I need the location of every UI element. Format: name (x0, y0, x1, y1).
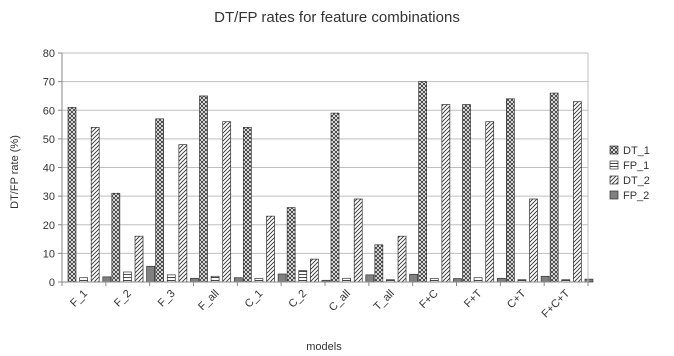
bar-dt-2 (353, 198, 363, 283)
legend-swatch-dt-1 (609, 145, 619, 155)
x-tick-label: C_2 (286, 288, 309, 311)
y-tick-label: 80 (43, 48, 55, 60)
y-axis-label: DT/FP rate (%) (9, 135, 21, 209)
bar-dt-2 (573, 101, 582, 283)
bar-dt-1 (549, 92, 559, 283)
bar-fp-2 (365, 274, 375, 283)
bar-dt-1 (67, 107, 77, 283)
legend-swatch-fp-1 (609, 160, 619, 170)
bar-dt-1 (199, 95, 208, 283)
bar-fp-1 (254, 278, 264, 283)
bar-dt-2 (178, 144, 188, 283)
y-tick-label: 40 (43, 163, 55, 175)
bar-dt-1 (286, 207, 296, 283)
bar-dt-2 (222, 121, 232, 283)
bar-dt-1 (242, 127, 252, 283)
bar-fp-2 (102, 276, 112, 283)
bar-fp-2 (277, 273, 287, 283)
bar-fp-2 (146, 265, 155, 283)
bar-fp-2 (190, 277, 199, 283)
chart-title: DT/FP rates for feature combinations (214, 9, 460, 26)
y-tick-label: 20 (43, 220, 55, 232)
bar-dt-1 (155, 118, 165, 283)
legend-swatch-fp-2 (609, 190, 619, 200)
bar-fp-2 (540, 275, 550, 283)
x-tick-label: C_all (327, 288, 353, 314)
y-tick-label: 70 (43, 77, 55, 89)
legend-swatch-dt-2 (609, 175, 619, 185)
bar-dt-2 (266, 215, 275, 283)
x-axis-label: models (306, 341, 342, 353)
bar-dt-2 (485, 121, 495, 283)
bar-dt-2 (134, 235, 144, 283)
bar-dt-1 (462, 104, 471, 283)
x-tick-label: C_1 (243, 288, 266, 311)
bar-fp-1 (79, 277, 88, 283)
x-tick-label: F_3 (156, 288, 178, 310)
legend-label: DT_1 (623, 145, 650, 157)
bar-dt-1 (111, 192, 121, 283)
bar-fp-2 (584, 278, 594, 283)
legend-label: FP_2 (623, 190, 649, 202)
bar-fp-1 (123, 271, 132, 283)
bar-fp-2 (453, 278, 462, 283)
x-tick-label: F_1 (68, 288, 90, 310)
legend: DT_1 FP_1 DT_2 FP_2 (609, 145, 650, 202)
x-tick-label: C+T (505, 287, 529, 311)
bar-fp-2 (496, 277, 506, 283)
x-tick-label: F+C (417, 288, 440, 311)
x-tick-label: F_all (196, 288, 221, 313)
bar-fp-2 (409, 273, 418, 283)
bar-fp-1 (473, 277, 483, 283)
bar-fp-1 (429, 278, 439, 283)
bar-dt-2 (529, 198, 538, 283)
bar-dt-1 (330, 112, 340, 283)
bar-fp-1 (210, 275, 220, 283)
legend-label: DT_2 (623, 175, 650, 187)
bar-dt-1 (505, 98, 515, 283)
bar-fp-2 (233, 277, 243, 283)
bar-fp-1 (166, 274, 176, 283)
x-tick-label: F_2 (112, 288, 134, 310)
bar-dt-2 (310, 258, 319, 283)
y-tick-label: 30 (43, 191, 55, 203)
bar-fp-1 (298, 270, 308, 283)
y-tick-label: 10 (43, 248, 55, 260)
bar-dt-1 (418, 81, 428, 283)
x-tick-label: T_all (372, 288, 397, 313)
x-tick-label: F+T (462, 287, 485, 310)
legend-label: FP_1 (623, 160, 649, 172)
y-tick-label: 60 (43, 105, 55, 117)
bar-dt-2 (441, 104, 451, 283)
x-axis-ticks: F_1 F_2 F_3 F_all C_1 C_2 C_all T_all F+C F+T C+T F… (61, 282, 589, 320)
bar-dt-2 (397, 235, 407, 283)
y-axis-ticks: 0 10 20 30 40 50 60 70 80 (43, 48, 62, 289)
x-tick-label: F+C+T (540, 287, 573, 320)
bar-fp-1 (342, 277, 351, 283)
y-tick-label: 50 (43, 134, 55, 146)
y-tick-label: 0 (49, 277, 55, 289)
gridlines (62, 52, 588, 254)
bars (67, 81, 594, 283)
bar-dt-1 (374, 244, 384, 283)
bar-dt-2 (90, 127, 100, 283)
